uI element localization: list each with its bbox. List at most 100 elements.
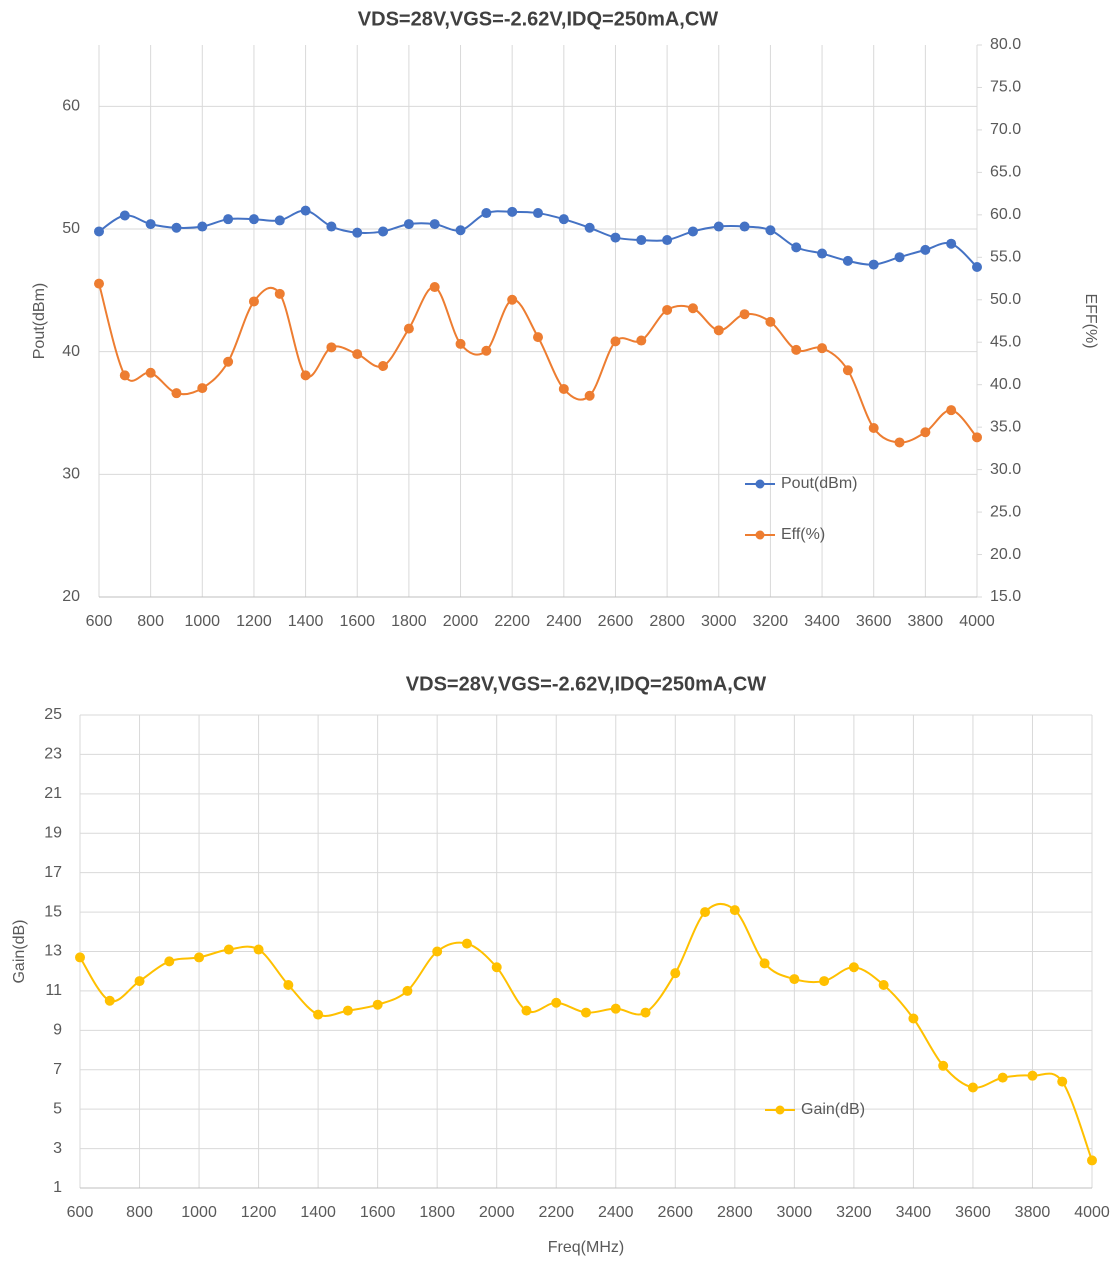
data-point <box>848 962 859 973</box>
data-point <box>791 344 802 355</box>
data-point <box>765 316 776 327</box>
data-point <box>313 1009 324 1020</box>
data-point <box>759 958 770 969</box>
data-point <box>507 294 518 305</box>
data-point <box>533 208 543 219</box>
x-tick-label: 3800 <box>1015 1204 1051 1221</box>
data-point <box>817 343 828 354</box>
data-point <box>429 282 440 293</box>
data-point <box>223 944 234 955</box>
data-point <box>300 370 311 381</box>
data-point <box>670 968 681 979</box>
x-tick-label: 3800 <box>908 613 944 630</box>
legend-marker <box>775 1105 785 1115</box>
data-point <box>507 206 518 217</box>
y-tick-label: 21 <box>44 785 62 802</box>
y-tick-label: 9 <box>53 1022 62 1039</box>
data-point <box>894 437 905 448</box>
data-point <box>842 255 853 266</box>
y2-tick-label: 15.0 <box>990 588 1021 605</box>
data-point <box>584 390 595 401</box>
x-tick-label: 2800 <box>717 1204 753 1221</box>
x-tick-label: 3400 <box>896 1204 932 1221</box>
data-point <box>197 221 208 232</box>
data-point <box>558 383 569 394</box>
data-point <box>1087 1155 1097 1166</box>
y-tick-label: 3 <box>53 1140 62 1157</box>
data-point <box>946 405 957 416</box>
data-point <box>274 288 285 299</box>
data-point <box>75 952 85 963</box>
x-tick-label: 600 <box>86 613 113 630</box>
data-point <box>253 944 264 955</box>
legend-label: Eff(%) <box>781 526 825 543</box>
data-point <box>791 242 802 253</box>
data-point <box>817 248 828 259</box>
data-point <box>248 296 259 307</box>
data-point <box>403 219 414 230</box>
data-point <box>636 235 647 246</box>
y-tick-label: 11 <box>45 982 62 999</box>
data-point <box>119 370 130 381</box>
data-point <box>171 388 182 399</box>
x-tick-label: 2600 <box>598 613 634 630</box>
x-tick-label: 1400 <box>300 1204 336 1221</box>
y-tick-label: 50 <box>62 220 80 237</box>
data-point <box>455 338 466 349</box>
y2-tick-label: 45.0 <box>990 333 1021 350</box>
data-point <box>729 905 740 916</box>
x-tick-label: 3400 <box>804 613 840 630</box>
data-point <box>972 262 982 273</box>
y-tick-label: 1 <box>53 1179 62 1196</box>
data-point <box>610 336 621 347</box>
x-tick-label: 3000 <box>777 1204 813 1221</box>
data-point <box>403 323 414 334</box>
data-point <box>94 226 104 237</box>
data-point <box>687 303 698 314</box>
x-tick-label: 4000 <box>959 613 995 630</box>
x-tick-label: 1000 <box>184 613 220 630</box>
y2-tick-label: 60.0 <box>990 206 1021 223</box>
data-point <box>972 432 982 443</box>
y2-tick-label: 30.0 <box>990 461 1021 478</box>
data-point <box>1027 1070 1038 1081</box>
y-axis-title: Gain(dB) <box>11 919 28 983</box>
data-point <box>662 235 673 246</box>
x-tick-label: 600 <box>67 1204 94 1221</box>
data-point <box>610 1003 621 1014</box>
y-axis-title: Pout(dBm) <box>31 283 48 359</box>
y-tick-label: 60 <box>62 98 80 115</box>
x-tick-label: 800 <box>137 613 164 630</box>
data-point <box>636 335 647 346</box>
data-point <box>326 342 337 353</box>
data-point <box>920 427 931 438</box>
data-point <box>997 1072 1008 1083</box>
y-tick-label: 30 <box>62 466 80 483</box>
data-point <box>119 210 130 221</box>
data-point <box>326 221 337 232</box>
series-line <box>98 283 978 444</box>
data-point <box>455 225 466 236</box>
series-line <box>79 902 1093 1161</box>
x-tick-label: 2000 <box>479 1204 515 1221</box>
data-point <box>1057 1076 1068 1087</box>
data-point <box>700 907 711 918</box>
y-tick-label: 15 <box>44 903 62 920</box>
data-point <box>223 214 234 225</box>
data-point <box>372 999 383 1010</box>
data-point <box>533 332 543 343</box>
y-tick-label: 7 <box>53 1061 62 1078</box>
y2-tick-label: 20.0 <box>990 546 1021 563</box>
y-tick-label: 17 <box>44 864 62 881</box>
data-point <box>842 365 853 376</box>
data-point <box>378 226 389 237</box>
y2-tick-label: 65.0 <box>990 164 1021 181</box>
data-point <box>640 1007 651 1018</box>
data-point <box>894 252 905 263</box>
data-point <box>223 356 234 367</box>
y2-tick-label: 50.0 <box>990 291 1021 308</box>
chart-title: VDS=28V,VGS=-2.62V,IDQ=250mA,CW <box>406 673 767 695</box>
x-tick-label: 3600 <box>856 613 892 630</box>
x-tick-label: 1800 <box>419 1204 455 1221</box>
